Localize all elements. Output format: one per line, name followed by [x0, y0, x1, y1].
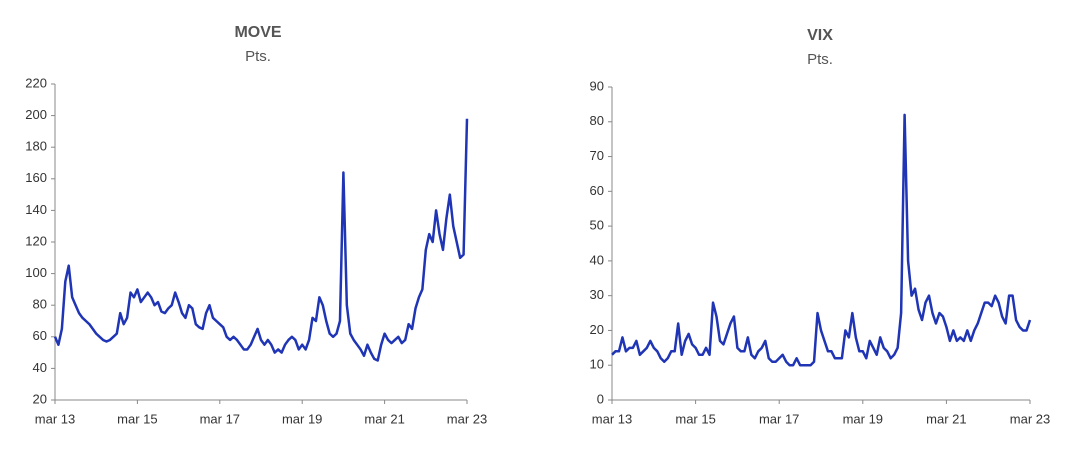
- y-tick-label: 0: [597, 391, 604, 406]
- x-tick-label: mar 15: [675, 411, 715, 426]
- y-tick-label: 100: [25, 265, 47, 280]
- chart-subtitle: Pts.: [807, 51, 833, 68]
- chart-title: VIX: [807, 27, 833, 44]
- x-tick-label: mar 15: [117, 411, 157, 426]
- y-tick-label: 30: [590, 287, 604, 302]
- y-tick-label: 10: [590, 357, 604, 372]
- y-tick-label: 80: [33, 297, 47, 312]
- y-tick-label: 50: [590, 218, 604, 233]
- x-tick-label: mar 23: [447, 411, 487, 426]
- y-tick-label: 140: [25, 202, 47, 217]
- series-line: [53, 118, 469, 362]
- chart-subtitle: Pts.: [245, 48, 271, 65]
- y-tick-label: 70: [590, 148, 604, 163]
- series-line: [611, 113, 1032, 367]
- y-tick-label: 90: [590, 78, 604, 93]
- chart-title: MOVE: [234, 24, 281, 41]
- y-tick-label: 120: [25, 233, 47, 248]
- x-tick-label: mar 19: [282, 411, 322, 426]
- y-tick-label: 180: [25, 139, 47, 154]
- x-tick-label: mar 23: [1010, 411, 1050, 426]
- y-tick-label: 160: [25, 170, 47, 185]
- x-tick-label: mar 21: [926, 411, 966, 426]
- x-tick-label: mar 13: [592, 411, 632, 426]
- y-tick-label: 40: [33, 360, 47, 375]
- y-tick-label: 220: [25, 75, 47, 90]
- y-tick-label: 20: [590, 322, 604, 337]
- x-tick-label: mar 19: [843, 411, 883, 426]
- x-tick-label: mar 21: [364, 411, 404, 426]
- x-tick-label: mar 17: [759, 411, 799, 426]
- y-tick-label: 40: [590, 252, 604, 267]
- y-tick-label: 60: [590, 183, 604, 198]
- y-tick-label: 60: [33, 328, 47, 343]
- x-tick-label: mar 17: [200, 411, 240, 426]
- y-tick-label: 20: [33, 391, 47, 406]
- x-tick-label: mar 13: [35, 411, 75, 426]
- y-tick-label: 80: [590, 113, 604, 128]
- y-tick-label: 200: [25, 107, 47, 122]
